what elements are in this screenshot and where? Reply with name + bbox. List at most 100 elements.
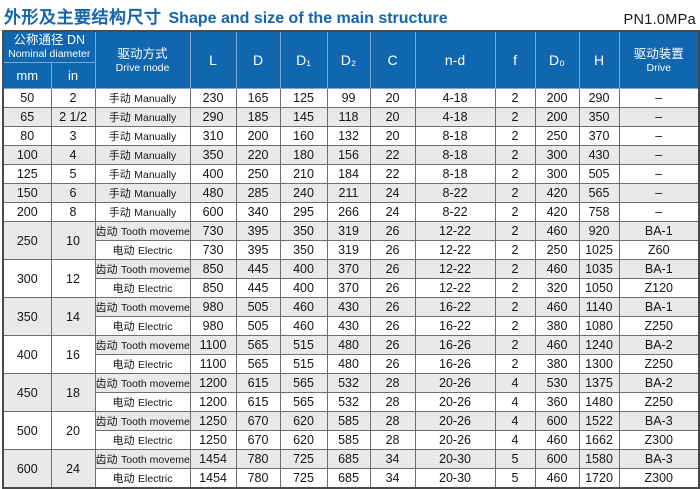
drive-mode-cell: 电动 Electric [94,392,191,412]
drive-mode-en: Manually [134,131,177,143]
dim-value-cell: 725 [279,449,328,469]
dim-value-cell: 400 [189,164,237,184]
dim-value-cell: 460 [534,221,580,241]
drive-mode-zh: 电动 [112,321,135,333]
dim-value-cell: 5 [494,449,536,469]
dn-mm-cell: 100 [2,145,52,165]
drive-mode-header-en: Drive mode [115,61,170,74]
dim-value-cell: 615 [235,373,281,393]
dim-value-cell: 430 [326,297,371,317]
dim-value-cell: 250 [534,240,580,260]
dim-value-cell: 165 [235,88,281,108]
drive-mode-en: Tooth movement [121,378,190,390]
dim-value-cell: 360 [534,392,580,412]
dim-value-cell: 565 [578,183,620,203]
dim-value-cell: 400 [279,259,328,279]
drive-mode-en: Manually [134,207,177,219]
dim-value-cell: 310 [189,126,237,146]
dn-header-zh: 公称通径 DN [13,33,86,48]
dim-value-cell: 200 [534,107,580,127]
drive-mode-zh: 齿动 [95,302,118,314]
drive-mode-cell: 齿动 Tooth movement [94,373,191,393]
dim-value-cell: 28 [369,392,416,412]
dim-value-cell: 532 [326,392,371,412]
drive-mode-header: 驱动方式 Drive mode [94,30,191,89]
dn-in-cell: 20 [50,411,96,450]
dim-value-cell: 34 [369,468,416,489]
dim-value-cell: 395 [235,221,281,241]
drive-mode-en: Electric [138,473,173,485]
drive-mode-cell: 齿动 Tooth movement [94,259,191,279]
dim-value-cell: 4 [494,430,536,450]
dim-value-cell: 290 [189,107,237,127]
drive-device-cell: Z300 [618,468,700,489]
table-row: 100 4 手动 Manually 350 220 180 156 22 8-18 2 300 430… [2,145,700,165]
drive-mode-en: Electric [138,321,173,333]
drive-mode-zh: 手动 [108,93,131,105]
dim-value-cell: 585 [326,430,371,450]
drive-device-header-en: Drive [646,61,672,74]
dn-header-en: Nominal diameter [8,48,91,61]
dim-value-cell: 460 [279,297,328,317]
drive-mode-en: Tooth movement [121,302,190,314]
dim-value-cell: 300 [534,164,580,184]
dim-value-cell: 1050 [578,278,620,298]
dim-value-cell: 505 [578,164,620,184]
drive-mode-zh: 手动 [108,169,131,181]
dn-in-cell: 14 [50,297,96,336]
drive-device-cell: – [618,164,700,184]
dim-value-cell: 1720 [578,468,620,489]
drive-device-cell: – [618,202,700,222]
dim-value-cell: 20-26 [414,373,496,393]
table-row: 电动 Electric 850 445 400 370 26 12-22 2 320 1050 Z1… [3,278,700,298]
dn-mm-cell: 250 [2,221,52,260]
drive-mode-zh: 手动 [108,188,131,200]
dim-value-cell: 132 [326,126,371,146]
drive-mode-cell: 电动 Electric [94,354,191,374]
dim-value-cell: 1080 [578,316,620,336]
dim-value-cell: 2 [494,183,536,203]
dim-value-cell: 28 [369,411,416,431]
dim-value-cell: 430 [326,316,371,336]
drive-device-cell: BA-3 [618,411,700,431]
drive-device-cell: – [618,126,700,146]
dim-value-cell: 1454 [189,449,237,469]
drive-mode-cell: 手动 Manually [94,107,191,127]
page-title-en: Shape and size of the main structure [168,10,448,27]
dim-value-cell: 220 [235,145,281,165]
drive-mode-cell: 电动 Electric [94,240,191,260]
dim-value-cell: 12-22 [414,278,496,298]
table-row: 150 6 手动 Manually 480 285 240 211 24 8-22 2 420 565… [2,183,700,203]
dim-value-cell: 1140 [578,297,620,317]
dim-value-cell: 250 [235,164,281,184]
drive-device-cell: – [618,145,700,165]
dim-value-cell: 920 [578,221,620,241]
table-row: 电动 Electric 1100 565 515 480 26 16-26 2 380 1300 Z… [3,354,700,374]
dn-in-cell: 6 [50,183,96,203]
dim-value-cell: 2 [494,297,536,317]
drive-mode-zh: 电动 [112,283,135,295]
dn-in-cell: 2 1/2 [50,107,96,127]
dn-mm-cell: 200 [2,202,52,222]
dim-value-cell: 565 [279,392,328,412]
dim-value-cell: 620 [279,411,328,431]
dim-value-cell: 370 [326,259,371,279]
table-row: 125 5 手动 Manually 400 250 210 184 22 8-18 2 300 505… [2,164,700,184]
drive-mode-cell: 齿动 Tooth movement [94,449,191,469]
table-row: 电动 Electric 730 395 350 319 26 12-22 2 250 1025 Z6… [3,240,700,260]
dim-value-cell: 12-22 [414,240,496,260]
dim-value-cell: 2 [494,316,536,336]
dim-value-cell: 20 [369,88,416,108]
drive-mode-en: Manually [134,93,177,105]
unit-in-header: in [50,61,96,90]
dim-value-cell: 1200 [189,392,237,412]
dim-value-cell: 600 [534,449,580,469]
dim-value-cell: 350 [578,107,620,127]
drive-mode-cell: 齿动 Tooth movement [94,411,191,431]
dim-value-cell: 4 [494,411,536,431]
table-row: 电动 Electric 1250 670 620 585 28 20-26 4 460 1662 Z… [3,430,700,450]
drive-mode-cell: 电动 Electric [94,316,191,336]
dn-mm-cell: 450 [2,373,52,412]
